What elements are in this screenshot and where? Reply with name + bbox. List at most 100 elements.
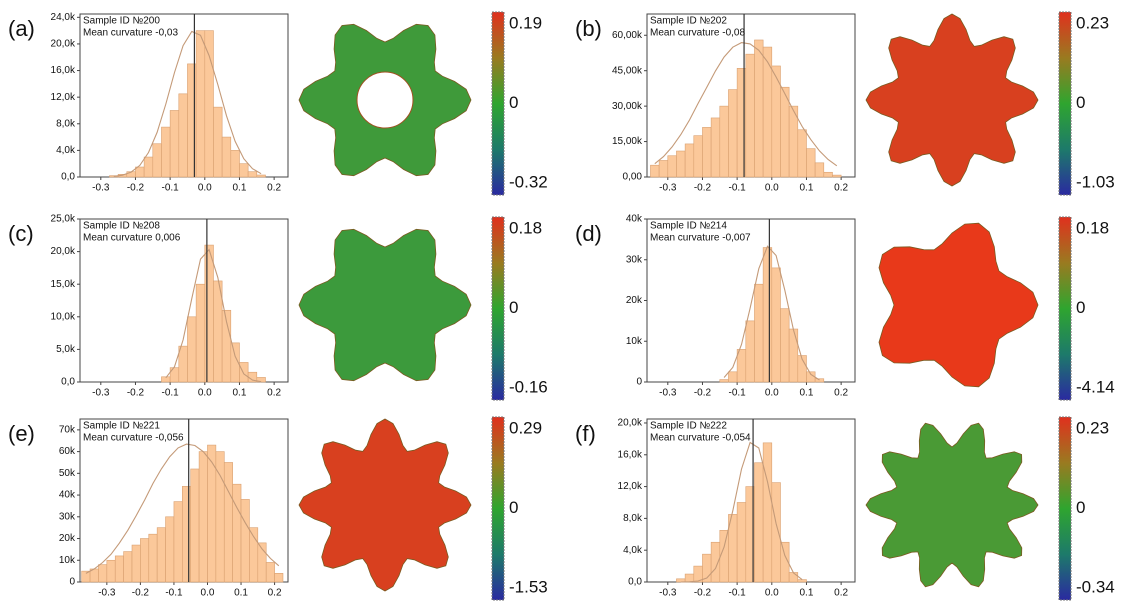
bar (106, 559, 116, 583)
bar (178, 345, 188, 383)
bar (140, 538, 150, 583)
colorbar-label: 0.23 (1076, 418, 1109, 437)
y-tick-label: 0 (69, 577, 75, 588)
colorbar-label: 0.18 (1076, 218, 1109, 237)
bar (178, 93, 188, 178)
bar (771, 482, 781, 583)
colorbar-label: -1.03 (1076, 172, 1115, 191)
x-tick-label: -0.2 (694, 183, 712, 194)
bar (702, 127, 712, 178)
y-tick-label: 30k (626, 254, 643, 265)
y-tick-label: 10,0k (51, 311, 76, 322)
x-tick-label: 0.1 (233, 388, 247, 399)
colorbar (491, 216, 505, 401)
bar (161, 126, 171, 178)
bar (658, 160, 669, 178)
bar (650, 164, 660, 178)
bar (98, 564, 108, 583)
bar (728, 89, 738, 178)
x-tick-label: 0.1 (800, 183, 814, 194)
y-tick-label: 60,00k (612, 30, 643, 41)
bar (823, 171, 833, 178)
y-tick-label: 30,00k (612, 101, 643, 112)
bar (123, 551, 133, 583)
y-tick-label: 40k (59, 490, 76, 501)
bar (684, 573, 695, 583)
annotation: Mean curvature 0,006 (83, 233, 181, 244)
annotation: Sample ID №202 (650, 16, 727, 27)
colorbar (1058, 216, 1072, 401)
bar (736, 502, 747, 583)
y-tick-label: 45,00k (612, 65, 643, 76)
y-tick-label: 4,0k (56, 145, 76, 156)
colorbar (491, 416, 505, 601)
bar (762, 442, 773, 583)
bar (198, 451, 208, 583)
annotation: Mean curvature -0,007 (650, 233, 751, 244)
bar (187, 316, 197, 383)
bar (274, 573, 284, 583)
bar (676, 150, 686, 178)
colorbar-label: 0.19 (509, 13, 542, 32)
x-tick-label: 0.0 (198, 388, 212, 399)
bar (814, 162, 825, 178)
y-tick-label: 24,0k (51, 12, 76, 23)
x-tick-label: -0.1 (162, 388, 180, 399)
x-tick-label: -0.2 (127, 388, 145, 399)
annotation: Mean curvature -0,054 (650, 433, 751, 444)
bar (754, 283, 764, 383)
bar (762, 247, 773, 383)
bar (204, 30, 214, 178)
y-tick-label: 20,0k (618, 418, 643, 429)
annotation: Mean curvature -0,03 (83, 28, 178, 39)
y-tick-label: 16,0k (618, 449, 643, 460)
fit-curve (680, 441, 803, 583)
bar (173, 501, 183, 583)
bar (754, 39, 764, 178)
bar (728, 371, 738, 383)
y-tick-label: 12,0k (51, 92, 76, 103)
y-tick-label: 0,0 (628, 577, 642, 588)
y-tick-label: 8,0k (56, 118, 76, 129)
x-tick-label: 0.2 (268, 588, 282, 599)
annotation: Sample ID №221 (83, 421, 160, 432)
sample-render (298, 418, 472, 592)
colorbar-label: 0 (1076, 93, 1085, 112)
y-tick-label: 8,0k (623, 513, 643, 524)
y-tick-label: 15,00k (612, 136, 643, 147)
bar (710, 117, 721, 178)
x-tick-label: 0.0 (765, 183, 779, 194)
colorbar-label: 0 (509, 498, 518, 517)
y-tick-label: 10k (626, 336, 643, 347)
bar (736, 349, 747, 383)
annotation: Mean curvature -0,08 (650, 28, 745, 39)
y-tick-label: 10k (59, 555, 76, 566)
annotation: Sample ID №200 (83, 16, 160, 27)
bar (265, 562, 275, 583)
x-tick-label: 0.0 (201, 588, 215, 599)
colorbar (1058, 11, 1072, 196)
bar (247, 171, 258, 178)
bar (780, 308, 790, 383)
bar (148, 533, 158, 583)
bar (232, 483, 242, 583)
bar (684, 143, 695, 178)
bar (256, 377, 266, 383)
bar (797, 579, 807, 583)
bar (256, 174, 266, 178)
colorbar-label: 0 (1076, 498, 1085, 517)
bar (771, 267, 781, 383)
bar (114, 555, 124, 583)
bar (754, 462, 764, 583)
bar (719, 105, 729, 178)
bar (156, 527, 166, 583)
bar (131, 544, 141, 583)
bar (195, 30, 206, 178)
x-tick-label: 0.1 (800, 388, 814, 399)
x-tick-label: 0.2 (834, 183, 848, 194)
bar (169, 110, 180, 178)
bar (207, 444, 217, 583)
sample-render (878, 222, 1039, 388)
annotation: Mean curvature -0,056 (83, 433, 184, 444)
colorbar-label: -0.34 (1076, 577, 1115, 596)
